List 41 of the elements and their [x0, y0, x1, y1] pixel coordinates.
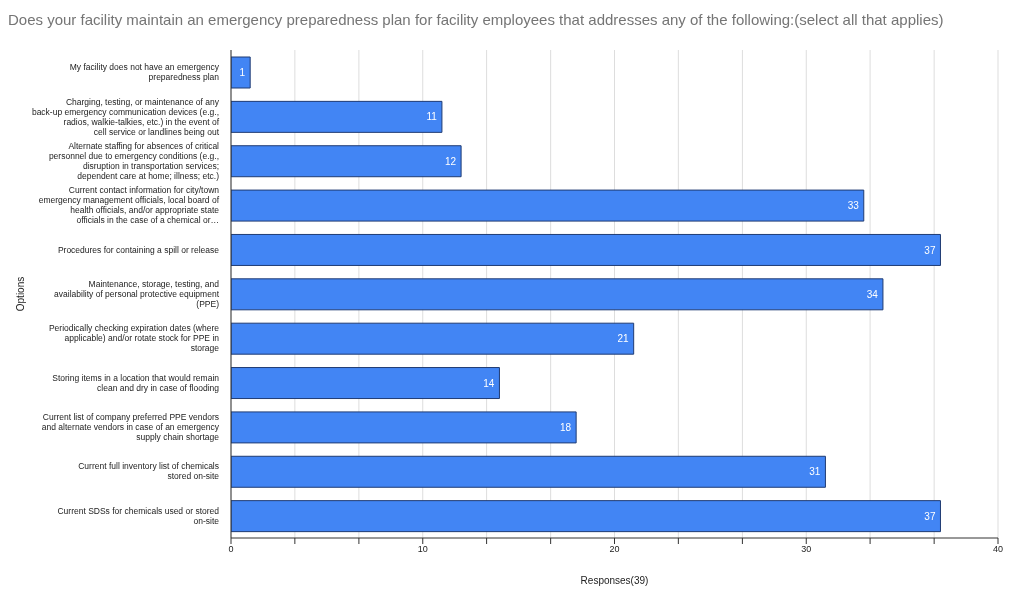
y-tick-label: Current contact information for city/town emergency management officials, local board of health officials, and/or appropriate state officials in the case of a chemical or… [38, 185, 220, 226]
bar [231, 411, 577, 444]
data-label: 14 [483, 377, 495, 389]
bar [231, 56, 251, 89]
bar [231, 500, 941, 533]
x-tick-label: 20 [609, 544, 620, 555]
data-label: 18 [560, 421, 572, 433]
y-tick-label: Procedures for containing a spill or release [57, 244, 220, 255]
bar [231, 278, 884, 311]
bar [231, 455, 826, 488]
bar [231, 100, 443, 133]
x-axis-title: Responses(39) [580, 575, 649, 586]
data-label: 31 [809, 466, 821, 478]
data-label: 37 [924, 510, 936, 522]
data-label: 33 [847, 200, 860, 212]
x-tick-label: 10 [417, 544, 428, 555]
bar [231, 233, 941, 266]
y-axis-title: Options [14, 276, 26, 312]
y-tick-label: Current list of company preferred PPE vendors and alternate vendors in case of an emergency supply chain shortage [41, 412, 220, 443]
y-tick-label: My facility does not have an emergency preparedness plan [69, 62, 220, 83]
data-label: 37 [924, 244, 936, 256]
y-tick-label: Storing items in a location that would remain clean and dry in case of flooding [52, 372, 220, 393]
chart-title: Does your facility maintain an emergency preparedness plan for facility employees that addresses any of the following:(select all that applies) [8, 10, 945, 30]
y-tick-label: Current full inventory list of chemicals stored on-site [78, 461, 220, 482]
x-tick-label: 40 [992, 544, 1004, 555]
data-label: 21 [617, 333, 630, 345]
x-tick-label: 30 [801, 544, 812, 555]
data-label: 12 [444, 155, 457, 167]
bar [231, 322, 635, 355]
data-label: 11 [426, 111, 438, 123]
x-tick-label: 0 [228, 544, 234, 555]
y-tick-label: Alternate staffing for absences of critical personnel due to emergency conditions (e.g., disruption in transportation services; dependent care at home; illness; etc.) [48, 140, 220, 181]
y-tick-label: Periodically checking expiration dates (where applicable) and/or rotate stock for PPE in storage [48, 323, 220, 354]
y-tick-label: Charging, testing, or maintenance of any back-up emergency communication devices (e.g., radios, walkie-talkies, etc.) in the event of cell service or landlines being out [31, 96, 220, 137]
bar [231, 145, 462, 178]
bar [231, 189, 865, 222]
y-tick-label: Current SDSs for chemicals used or stored on-site [57, 505, 220, 526]
y-tick-label: Maintenance, storage, testing, and availability of personal protective equipment (PPE) [54, 279, 220, 309]
bar [231, 367, 500, 400]
data-label: 1 [239, 67, 246, 79]
data-label: 34 [866, 288, 879, 300]
